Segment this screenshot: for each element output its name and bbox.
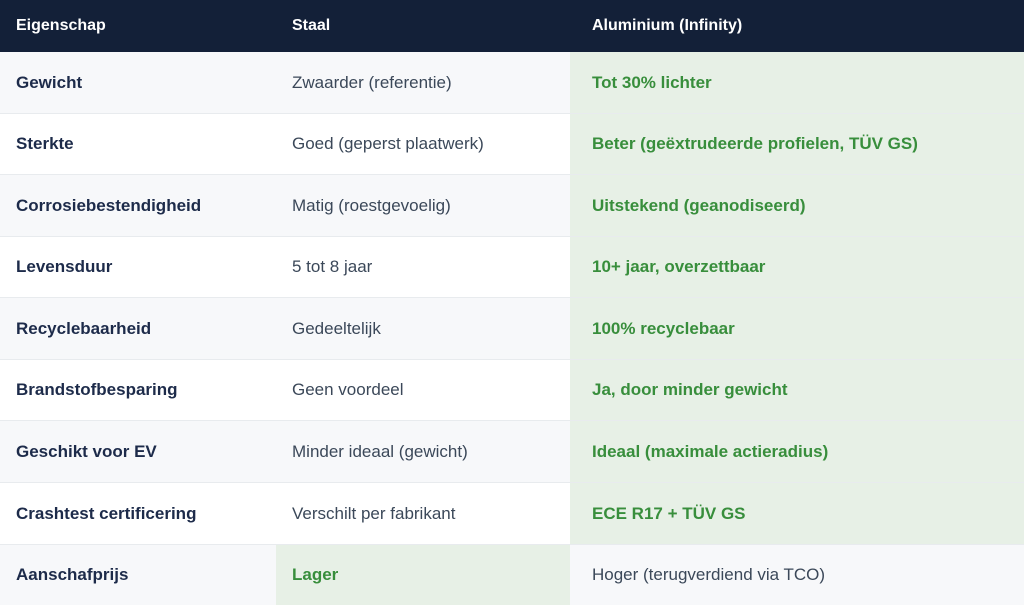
aluminium-cell-highlighted: Uitstekend (geanodiseerd) bbox=[570, 175, 1024, 236]
aluminium-cell-highlighted: 10+ jaar, overzettbaar bbox=[570, 236, 1024, 298]
staal-cell: Goed (geperst plaatwerk) bbox=[292, 134, 484, 154]
staal-cell: Zwaarder (referentie) bbox=[292, 72, 452, 92]
staal-cell: Matig (roestgevoelig) bbox=[292, 195, 451, 215]
column-header-staal: Staal bbox=[292, 17, 331, 34]
table-row: Sterkte Goed (geperst plaatwerk) Beter (… bbox=[0, 113, 1024, 176]
table-header-row: Eigenschap Staal Aluminium (Infinity) bbox=[0, 0, 1024, 52]
property-cell: Aanschafprijs bbox=[16, 565, 129, 585]
staal-cell: 5 tot 8 jaar bbox=[292, 257, 373, 277]
property-cell: Sterkte bbox=[16, 134, 74, 154]
aluminium-cell-highlighted: Ja, door minder gewicht bbox=[570, 359, 1024, 421]
table-row: Geschikt voor EV Minder ideaal (gewicht)… bbox=[0, 421, 1024, 483]
column-header-eigenschap: Eigenschap bbox=[16, 17, 106, 34]
aluminium-cell-highlighted: Beter (geëxtrudeerde profielen, TÜV GS) bbox=[570, 113, 1024, 175]
property-cell: Geschikt voor EV bbox=[16, 442, 157, 462]
table-row: Levensduur 5 tot 8 jaar 10+ jaar, overze… bbox=[0, 236, 1024, 299]
table-row: Crashtest certificering Verschilt per fa… bbox=[0, 482, 1024, 545]
table-row: Aanschafprijs Lager Hoger (terugverdiend… bbox=[0, 544, 1024, 605]
table-row: Corrosiebestendigheid Matig (roestgevoel… bbox=[0, 175, 1024, 237]
staal-cell: Minder ideaal (gewicht) bbox=[292, 442, 468, 462]
table-row: Brandstofbesparing Geen voordeel Ja, doo… bbox=[0, 359, 1024, 422]
aluminium-cell-highlighted: 100% recyclebaar bbox=[570, 298, 1024, 359]
staal-cell: Verschilt per fabrikant bbox=[292, 503, 456, 523]
table-row: Gewicht Zwaarder (referentie) Tot 30% li… bbox=[0, 52, 1024, 114]
aluminium-cell: Hoger (terugverdiend via TCO) bbox=[592, 565, 826, 585]
property-cell: Brandstofbesparing bbox=[16, 380, 178, 400]
staal-cell-highlighted: Lager bbox=[276, 544, 570, 605]
aluminium-cell-highlighted: Ideaal (maximale actieradius) bbox=[570, 421, 1024, 482]
staal-cell: Geen voordeel bbox=[292, 380, 404, 400]
property-cell: Recyclebaarheid bbox=[16, 318, 152, 338]
property-cell: Crashtest certificering bbox=[16, 503, 197, 523]
property-cell: Levensduur bbox=[16, 257, 113, 277]
aluminium-cell-highlighted: Tot 30% lichter bbox=[570, 52, 1024, 113]
property-cell: Corrosiebestendigheid bbox=[16, 195, 202, 215]
aluminium-cell-highlighted: ECE R17 + TÜV GS bbox=[570, 482, 1024, 544]
staal-cell: Gedeeltelijk bbox=[292, 318, 381, 338]
property-cell: Gewicht bbox=[16, 72, 83, 92]
column-header-aluminium: Aluminium (Infinity) bbox=[592, 17, 743, 34]
table-row: Recyclebaarheid Gedeeltelijk 100% recycl… bbox=[0, 298, 1024, 360]
